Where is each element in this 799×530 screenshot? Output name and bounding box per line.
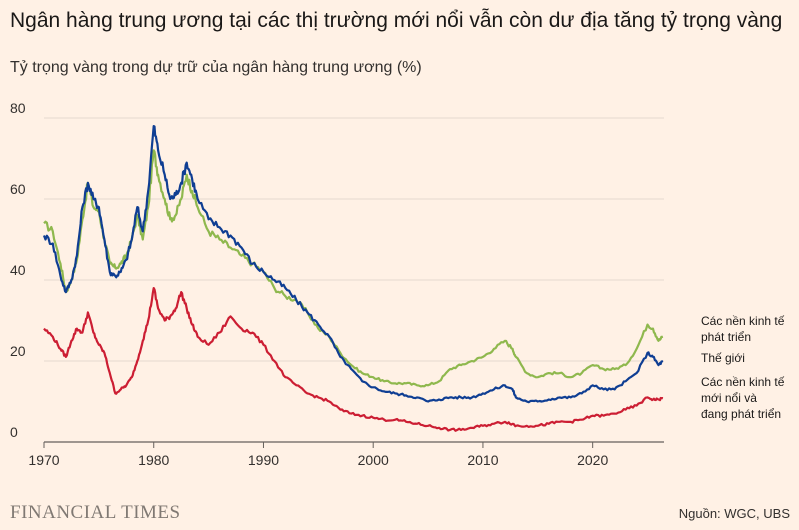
series-label: Các nền kinh tế phát triển [701,314,785,344]
y-tick-label: 60 [10,181,26,197]
series-line [43,149,664,388]
x-tick-label: 2010 [467,452,498,468]
x-tick-label: 2020 [577,452,608,468]
chart-subtitle: Tỷ trọng vàng trong dự trữ của ngân hàng… [10,59,422,76]
series-lines [42,125,664,432]
y-tick-label: 20 [10,343,26,359]
y-tick-label: 0 [10,424,18,440]
y-tick-label: 80 [10,100,26,116]
x-tick-label: 2000 [358,452,389,468]
series-line [42,125,664,404]
x-tick-label: 1980 [138,452,169,468]
series-label: Các nền kinh tế mới nổi và đang phát triển [701,375,785,421]
series-line [43,287,664,432]
y-tick-label: 40 [10,262,26,278]
x-tick-label: 1990 [248,452,279,468]
chart-title: Ngân hàng trung ương tại các thị trường … [10,9,783,32]
series-labels: Các nền kinh tế phát triển Thế giới Các nền… [701,314,785,421]
brand-logo: FINANCIAL TIMES [10,502,181,523]
grid-lines [44,117,664,443]
series-label: Thế giới [701,351,745,365]
source-note: Nguồn: WGC, UBS [678,506,790,521]
x-tick-label: 1970 [28,452,59,468]
axis-ticks: 0 20 40 60 80 1970 1980 1990 2000 2010 2020 [10,100,608,468]
